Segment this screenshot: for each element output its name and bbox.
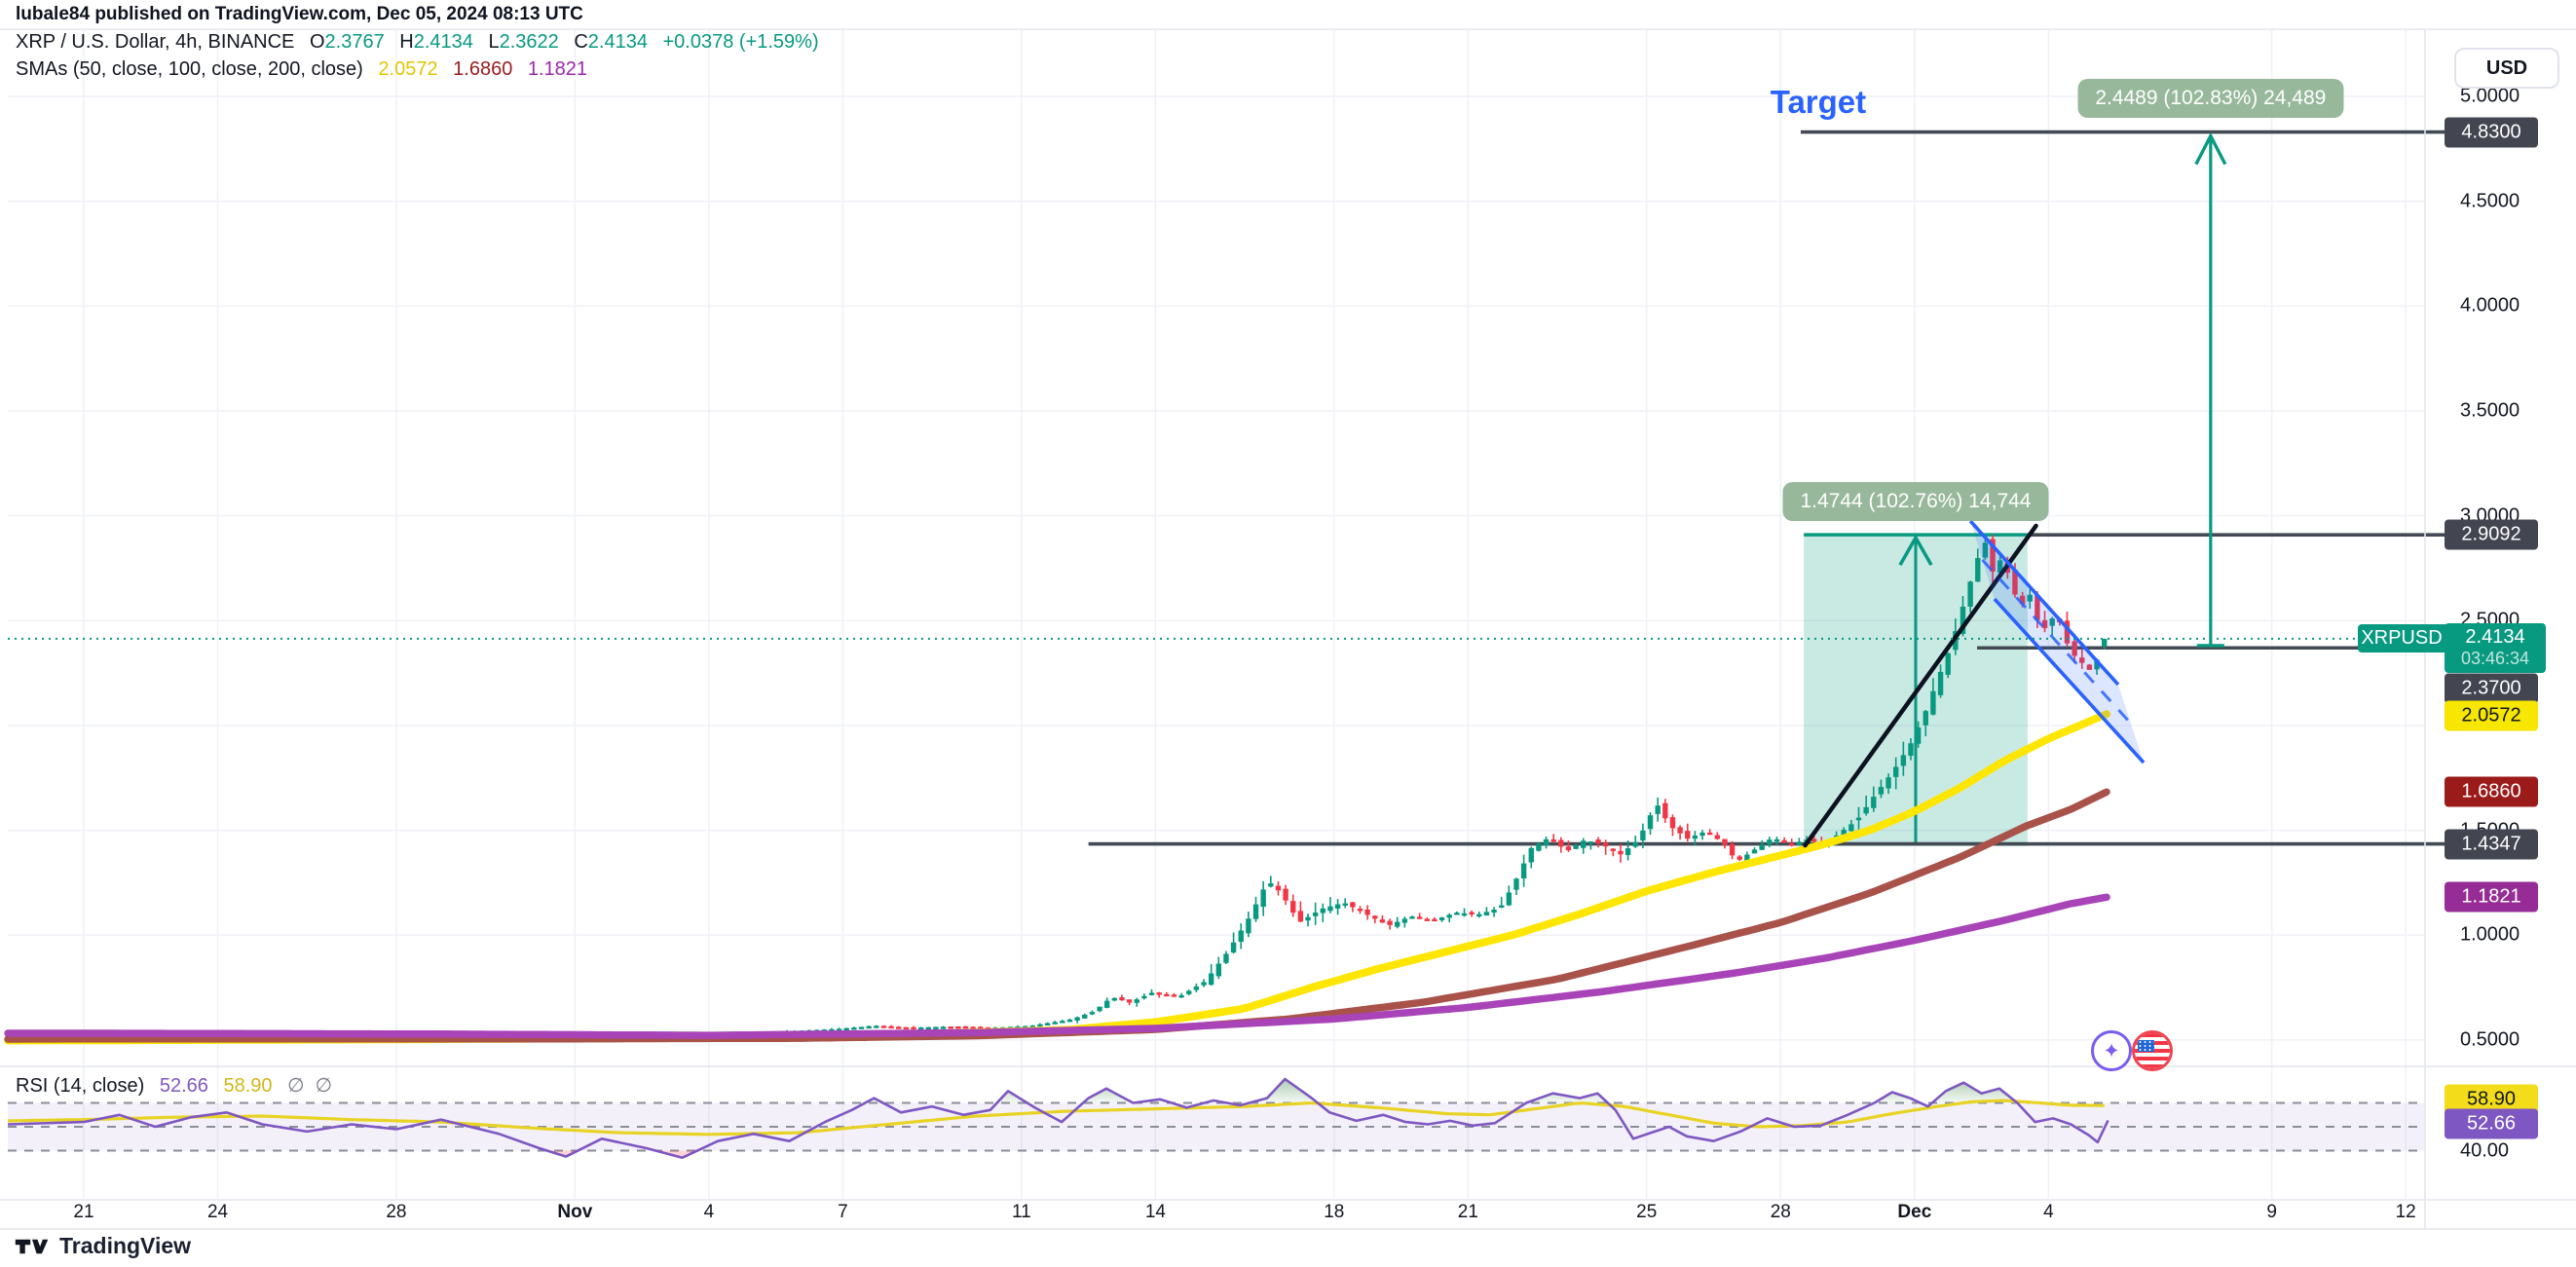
ohlc-low: L2.3622 bbox=[488, 31, 559, 53]
sma-title[interactable]: SMAs (50, close, 100, close, 200, close) bbox=[16, 58, 363, 80]
symbol-legend-row[interactable]: XRP / U.S. Dollar, 4h, BINANCE O2.3767 H… bbox=[16, 31, 819, 54]
time-axis-label: Dec bbox=[1897, 1202, 1932, 1222]
time-axis-label: 21 bbox=[1457, 1202, 1478, 1222]
time-axis-label: 28 bbox=[1770, 1202, 1791, 1222]
hidden-value-icon: ∅ bbox=[287, 1075, 305, 1097]
rsi-title[interactable]: RSI (14, close) bbox=[16, 1075, 145, 1097]
price-axis-badge: 2.9092 bbox=[2445, 519, 2538, 550]
time-axis-label: 24 bbox=[206, 1202, 229, 1222]
price-axis-badge: 1.4347 bbox=[2445, 829, 2538, 860]
time-axis-label: Nov bbox=[557, 1202, 593, 1222]
time-axis-label: 11 bbox=[1011, 1202, 1031, 1222]
rsi-axis-badge: 52.66 bbox=[2445, 1108, 2538, 1139]
ohlc-close: C2.4134 bbox=[574, 31, 648, 53]
time-axis-label: 9 bbox=[2266, 1202, 2277, 1222]
time-axis-label: 7 bbox=[838, 1202, 848, 1222]
flag-canton bbox=[2138, 1040, 2154, 1052]
price-axis-badge: 2.0572 bbox=[2445, 700, 2538, 731]
price-axis-tick: 3.5000 bbox=[2460, 399, 2520, 422]
price-axis-tick: 0.5000 bbox=[2460, 1028, 2520, 1051]
ohlc-open: O2.3767 bbox=[309, 31, 385, 53]
price-axis-tick: 1.0000 bbox=[2460, 923, 2520, 946]
ohlc-high: H2.4134 bbox=[399, 31, 473, 53]
time-axis-label: 4 bbox=[2043, 1202, 2054, 1222]
hidden-value-icon: ∅ bbox=[315, 1075, 333, 1097]
symbol-title[interactable]: XRP / U.S. Dollar, 4h, BINANCE bbox=[16, 31, 295, 53]
symbol-price-line-tag: XRPUSD bbox=[2358, 624, 2445, 652]
sma50-value: 2.0572 bbox=[378, 58, 438, 80]
sma100-value: 1.6860 bbox=[453, 58, 513, 80]
bar-countdown: 03:46:34 bbox=[2460, 649, 2530, 668]
price-axis-tick: 5.0000 bbox=[2460, 85, 2520, 107]
tradingview-watermark[interactable]: TradingView bbox=[14, 1233, 191, 1259]
price-axis-badge: 2.3700 bbox=[2445, 673, 2538, 704]
time-axis-label: 18 bbox=[1324, 1202, 1345, 1222]
last-price-badge: 2.4134 03:46:34 bbox=[2445, 623, 2546, 673]
target-text-annotation[interactable]: Target bbox=[1770, 83, 1867, 120]
price-axis-badge: 1.1821 bbox=[2445, 881, 2538, 913]
rsi-legend-row[interactable]: RSI (14, close) 52.66 58.90 ∅ ∅ bbox=[16, 1073, 332, 1098]
sma200-value: 1.1821 bbox=[527, 58, 588, 80]
rsi-axis-tick: 40.00 bbox=[2460, 1139, 2510, 1161]
publish-attribution: lubale84 published on TradingView.com, D… bbox=[16, 4, 583, 24]
time-axis-label: 12 bbox=[2395, 1202, 2416, 1222]
change-value: +0.0378 (+1.59%) bbox=[662, 31, 819, 53]
price-range-measure-label[interactable]: 1.4744 (102.76%) 14,744 bbox=[1782, 482, 2049, 522]
rsi-value: 52.66 bbox=[159, 1075, 208, 1097]
price-axis-badge: 1.6860 bbox=[2445, 776, 2538, 806]
time-axis-label: 21 bbox=[73, 1202, 94, 1222]
time-axis-label: 25 bbox=[1636, 1202, 1658, 1222]
rsi-ma-value: 58.90 bbox=[223, 1075, 273, 1097]
currency-toggle-button[interactable]: USD bbox=[2454, 48, 2559, 89]
sparkle-event-icon[interactable]: ✦ bbox=[2091, 1030, 2132, 1071]
sma-legend-row[interactable]: SMAs (50, close, 100, close, 200, close)… bbox=[16, 58, 587, 81]
target-measure-label[interactable]: 2.4489 (102.83%) 24,489 bbox=[2077, 78, 2344, 118]
tradingview-logo-icon bbox=[15, 1239, 49, 1253]
time-axis-label: 28 bbox=[386, 1202, 407, 1222]
price-axis-tick: 4.5000 bbox=[2460, 190, 2520, 212]
price-axis-tick: 4.0000 bbox=[2460, 294, 2520, 317]
time-axis-label: 4 bbox=[703, 1202, 715, 1222]
tradingview-brand-text: TradingView bbox=[59, 1233, 192, 1258]
us-flag-event-icon[interactable] bbox=[2132, 1030, 2173, 1071]
time-axis-label: 14 bbox=[1144, 1202, 1166, 1222]
price-axis-badge: 4.8300 bbox=[2445, 117, 2538, 148]
